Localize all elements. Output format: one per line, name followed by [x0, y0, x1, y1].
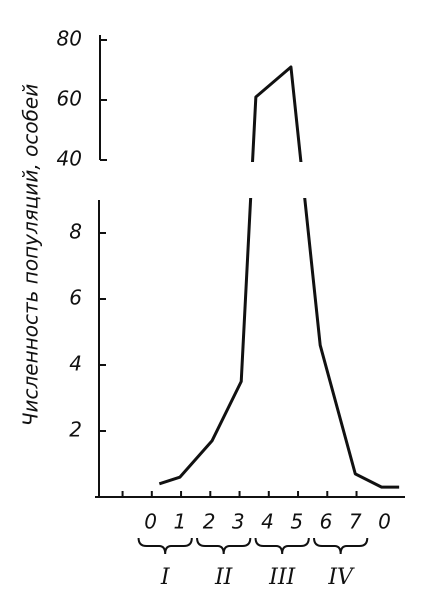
brace — [196, 537, 252, 555]
group-label: IV — [327, 565, 355, 590]
y-tick-label: 2 — [69, 418, 82, 442]
y-tick-label: 60 — [57, 87, 82, 111]
group-label: II — [214, 565, 234, 590]
x-tick-label: 4 — [261, 510, 274, 534]
y-tick-label: 8 — [69, 220, 82, 244]
x-tick-label: 2 — [203, 510, 216, 534]
brace — [313, 537, 369, 555]
brace — [254, 537, 310, 555]
y-axis-title: Численность популяций, особей — [19, 84, 43, 426]
group-label: III — [268, 565, 296, 590]
data-line — [158, 198, 400, 489]
y-tick-label: 80 — [57, 27, 82, 51]
x-tick-label: 3 — [232, 510, 245, 534]
y-tick-label: 6 — [69, 286, 82, 310]
group-label: I — [160, 565, 171, 590]
data-line-upper — [251, 65, 303, 162]
y-tick-label: 4 — [69, 352, 82, 376]
x-tick-label: 0 — [144, 510, 157, 534]
brace — [137, 537, 193, 555]
x-tick-label: 5 — [290, 510, 303, 534]
x-tick-label: 0 — [378, 510, 391, 534]
x-tick-label: 1 — [173, 510, 186, 534]
y-tick-label: 40 — [57, 147, 82, 171]
x-tick-label: 7 — [349, 510, 362, 534]
x-tick-label: 6 — [320, 510, 333, 534]
